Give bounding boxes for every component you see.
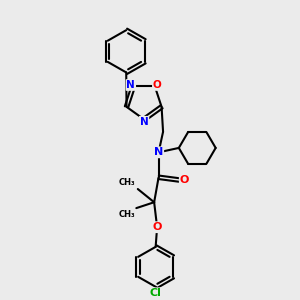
Text: N: N: [154, 147, 163, 157]
Text: O: O: [153, 80, 162, 90]
Text: CH₃: CH₃: [118, 211, 135, 220]
Text: N: N: [140, 117, 148, 127]
Text: Cl: Cl: [150, 288, 162, 298]
Text: CH₃: CH₃: [119, 178, 135, 187]
Text: N: N: [127, 80, 135, 90]
Text: O: O: [180, 175, 189, 185]
Text: O: O: [152, 222, 162, 232]
